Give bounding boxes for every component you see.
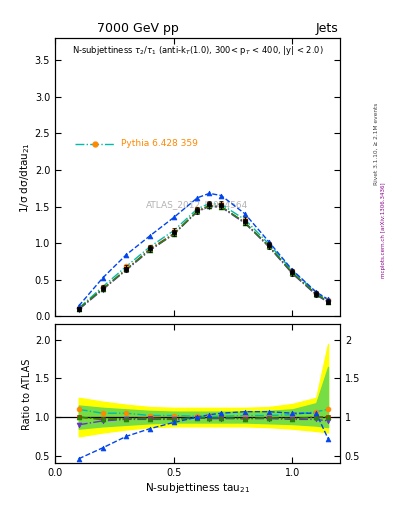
Text: mcplots.cern.ch [arXiv:1306.3436]: mcplots.cern.ch [arXiv:1306.3436] [381,183,386,278]
Text: Pythia 6.428 359: Pythia 6.428 359 [121,139,197,148]
Text: ATLAS_2012_I1094564: ATLAS_2012_I1094564 [146,201,249,209]
Text: 7000 GeV pp: 7000 GeV pp [97,22,178,34]
Text: Jets: Jets [316,22,339,34]
Text: Rivet 3.1.10, ≥ 2.1M events: Rivet 3.1.10, ≥ 2.1M events [374,102,378,184]
Y-axis label: Ratio to ATLAS: Ratio to ATLAS [22,358,32,430]
X-axis label: N-subjettiness tau$_{21}$: N-subjettiness tau$_{21}$ [145,481,250,495]
Text: N-subjettiness $\tau_2/\tau_1$ (anti-k$_T$(1.0), 300< p$_T$ < 400, |y| < 2.0): N-subjettiness $\tau_2/\tau_1$ (anti-k$_… [72,44,323,57]
Y-axis label: 1/σ dσ/dtau$_{21}$: 1/σ dσ/dtau$_{21}$ [18,142,32,213]
